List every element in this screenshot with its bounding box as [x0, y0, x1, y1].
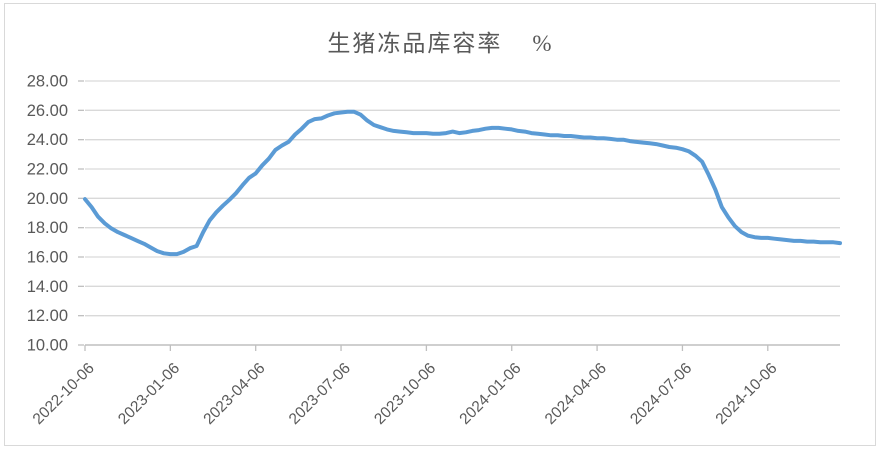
- x-axis-label: 2023-07-06: [286, 360, 354, 428]
- x-axis-label: 2024-01-06: [456, 360, 524, 428]
- x-axis-label: 2023-01-06: [115, 360, 183, 428]
- chart-title: 生猪冻品库容率%: [0, 24, 879, 58]
- chart-title-unit: %: [532, 31, 552, 56]
- y-axis-label: 16.00: [27, 249, 68, 267]
- y-axis-label: 20.00: [27, 190, 68, 208]
- x-axis-label: 2023-10-06: [371, 360, 439, 428]
- y-axis-label: 14.00: [27, 278, 68, 296]
- x-axis-label: 2023-04-06: [200, 360, 268, 428]
- y-axis-label: 12.00: [27, 307, 68, 325]
- y-axis-label: 22.00: [27, 161, 68, 179]
- x-axis-label: 2024-07-06: [627, 360, 695, 428]
- y-axis-label: 28.00: [27, 73, 68, 91]
- x-axis-label: 2024-10-06: [713, 360, 781, 428]
- x-axis-label: 2022-10-06: [30, 360, 98, 428]
- y-axis-label: 24.00: [27, 131, 68, 149]
- x-axis-label: 2024-04-06: [542, 360, 610, 428]
- chart-title-text: 生猪冻品库容率: [327, 31, 503, 56]
- y-axis-label: 10.00: [27, 337, 68, 355]
- series-line: [83, 109, 842, 257]
- y-axis-label: 18.00: [27, 219, 68, 237]
- y-axis-label: 26.00: [27, 102, 68, 120]
